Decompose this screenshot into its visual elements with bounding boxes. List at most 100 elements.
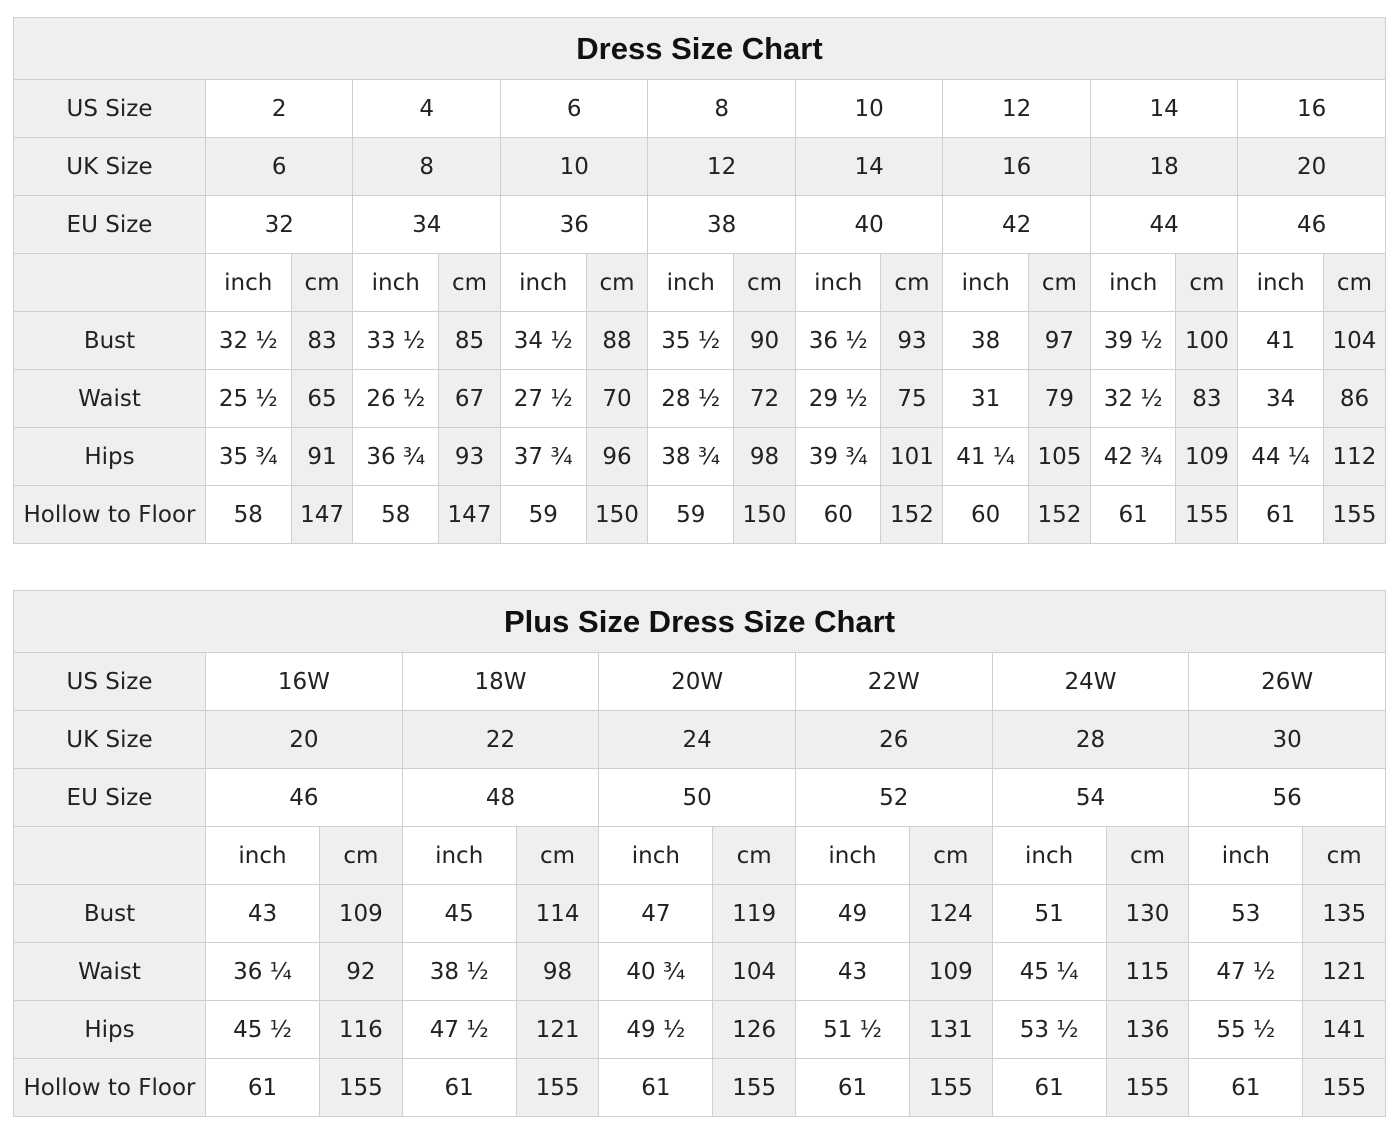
size-cell: 52 [794, 768, 993, 827]
size-cell: 28 [991, 710, 1190, 769]
unit-cell: inch [794, 253, 882, 312]
size-cell: 44 [1089, 195, 1239, 254]
size-row: US Size 2 4 6 8 10 12 14 16 [13, 79, 1386, 138]
cm-cell: 130 [1105, 884, 1190, 943]
unit-cell: inch [499, 253, 587, 312]
inch-cell: 41 [1237, 311, 1324, 370]
inch-cell: 45 ¼ [991, 942, 1107, 1001]
inch-cell: 39 ¾ [794, 427, 882, 486]
size-cell: 2 [204, 79, 354, 138]
size-cell: 20 [1237, 137, 1386, 196]
inch-cell: 61 [1089, 485, 1177, 544]
cm-cell: 155 [712, 1058, 796, 1117]
cm-cell: 104 [1322, 311, 1386, 370]
cm-cell: 115 [1105, 942, 1190, 1001]
inch-cell: 43 [794, 942, 911, 1001]
cm-cell: 124 [909, 884, 993, 943]
size-cell: 22W [794, 652, 993, 711]
inch-cell: 47 [598, 884, 714, 943]
cm-cell: 70 [585, 369, 649, 428]
unit-cell: inch [598, 826, 714, 885]
size-cell: 8 [352, 137, 501, 196]
inch-cell: 45 [401, 884, 517, 943]
size-cell: 34 [352, 195, 501, 254]
cm-cell: 83 [290, 311, 354, 370]
cm-cell: 90 [733, 311, 796, 370]
table-body: Dress Size Chart US Size 2 4 6 8 10 12 14 16 UK Si… [13, 17, 1386, 544]
size-row: UK Size 20 22 24 26 28 30 [13, 710, 1387, 769]
inch-cell: 29 ½ [794, 369, 882, 428]
measure-row: Bust 43 109 45 114 47 119 49 124 51 130 53 135 [13, 884, 1387, 943]
cm-cell: 126 [712, 1000, 796, 1059]
row-label: Hips [13, 427, 206, 486]
size-table: Dress Size Chart US Size 2 4 6 8 10 12 14 16 UK Si… [13, 17, 1386, 544]
cm-cell: 155 [1322, 485, 1386, 544]
cm-cell: 109 [1175, 427, 1239, 486]
measure-row: Hollow to Floor 61 155 61 155 61 155 61 155 61 155… [13, 1058, 1387, 1117]
inch-cell: 59 [647, 485, 734, 544]
cm-cell: 86 [1322, 369, 1386, 428]
size-cell: 6 [499, 79, 649, 138]
size-row: EU Size 46 48 50 52 54 56 [13, 768, 1387, 827]
inch-cell: 47 ½ [1188, 942, 1304, 1001]
inch-cell: 28 ½ [647, 369, 734, 428]
inch-cell: 51 [991, 884, 1107, 943]
row-label: US Size [13, 79, 206, 138]
measure-row: Bust 32 ½ 83 33 ½ 85 34 ½ 88 35 ½ 90 36 ½ 93 38 97 39… [13, 311, 1386, 370]
inch-cell: 49 ½ [598, 1000, 714, 1059]
inch-cell: 44 ¼ [1237, 427, 1324, 486]
cm-cell: 141 [1302, 1000, 1387, 1059]
size-cell: 38 [647, 195, 796, 254]
unit-cell: cm [1105, 826, 1190, 885]
inch-cell: 61 [1237, 485, 1324, 544]
inch-cell: 41 ¼ [942, 427, 1029, 486]
unit-cell: inch [647, 253, 734, 312]
cm-cell: 100 [1175, 311, 1239, 370]
unit-cell: cm [319, 826, 403, 885]
inch-cell: 61 [991, 1058, 1107, 1117]
unit-cell: cm [909, 826, 993, 885]
row-label: Bust [13, 311, 206, 370]
size-cell: 18W [401, 652, 600, 711]
cm-cell: 147 [290, 485, 354, 544]
inch-cell: 34 ½ [499, 311, 587, 370]
inch-cell: 26 ½ [352, 369, 440, 428]
inch-cell: 51 ½ [794, 1000, 911, 1059]
cm-cell: 65 [290, 369, 354, 428]
cm-cell: 93 [880, 311, 944, 370]
cm-cell: 92 [319, 942, 403, 1001]
inch-cell: 39 ½ [1089, 311, 1177, 370]
unit-cell: inch [1089, 253, 1177, 312]
unit-cell: cm [585, 253, 649, 312]
size-cell: 24W [991, 652, 1190, 711]
table-title: Dress Size Chart [13, 17, 1386, 80]
cm-cell: 119 [712, 884, 796, 943]
unit-cell: cm [1175, 253, 1239, 312]
inch-cell: 53 ½ [991, 1000, 1107, 1059]
cm-cell: 109 [909, 942, 993, 1001]
size-cell: 10 [794, 79, 944, 138]
inch-cell: 34 [1237, 369, 1324, 428]
cm-cell: 155 [319, 1058, 403, 1117]
size-cell: 50 [598, 768, 796, 827]
unit-cell: inch [352, 253, 440, 312]
cm-cell: 112 [1322, 427, 1386, 486]
size-row: US Size 16W 18W 20W 22W 24W 26W [13, 652, 1387, 711]
size-cell: 8 [647, 79, 796, 138]
cm-cell: 116 [319, 1000, 403, 1059]
cm-cell: 79 [1027, 369, 1091, 428]
size-row: EU Size 32 34 36 38 40 42 44 46 [13, 195, 1386, 254]
inch-cell: 37 ¾ [499, 427, 587, 486]
inch-cell: 61 [1188, 1058, 1304, 1117]
size-cell: 32 [204, 195, 354, 254]
size-cell: 10 [499, 137, 649, 196]
unit-cell: inch [205, 253, 292, 312]
inch-cell: 38 [942, 311, 1029, 370]
unit-cell: inch [794, 826, 911, 885]
inch-cell: 32 ½ [205, 311, 292, 370]
size-cell: 16W [205, 652, 403, 711]
unit-cell: inch [204, 826, 321, 885]
cm-cell: 67 [438, 369, 501, 428]
unit-cell: inch [991, 826, 1107, 885]
unit-cell: inch [1188, 826, 1304, 885]
